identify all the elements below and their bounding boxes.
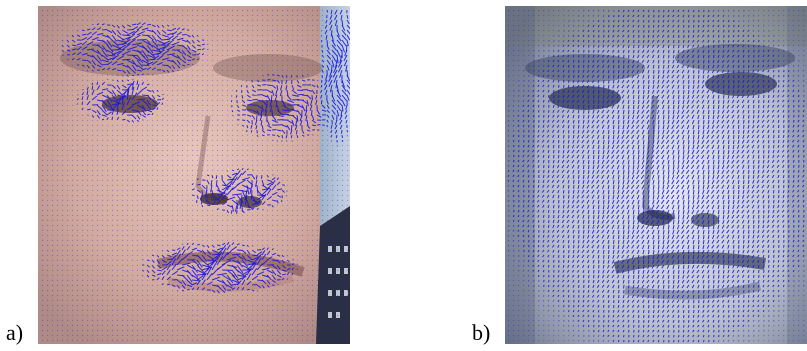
panel-label-a: a) — [6, 320, 24, 345]
optical-flow-face-a — [38, 6, 350, 344]
optical-flow-face-b — [505, 6, 807, 344]
figure-panel-a — [38, 6, 350, 344]
panel-label-b: b) — [472, 320, 491, 345]
figure-panel-b — [505, 6, 807, 344]
